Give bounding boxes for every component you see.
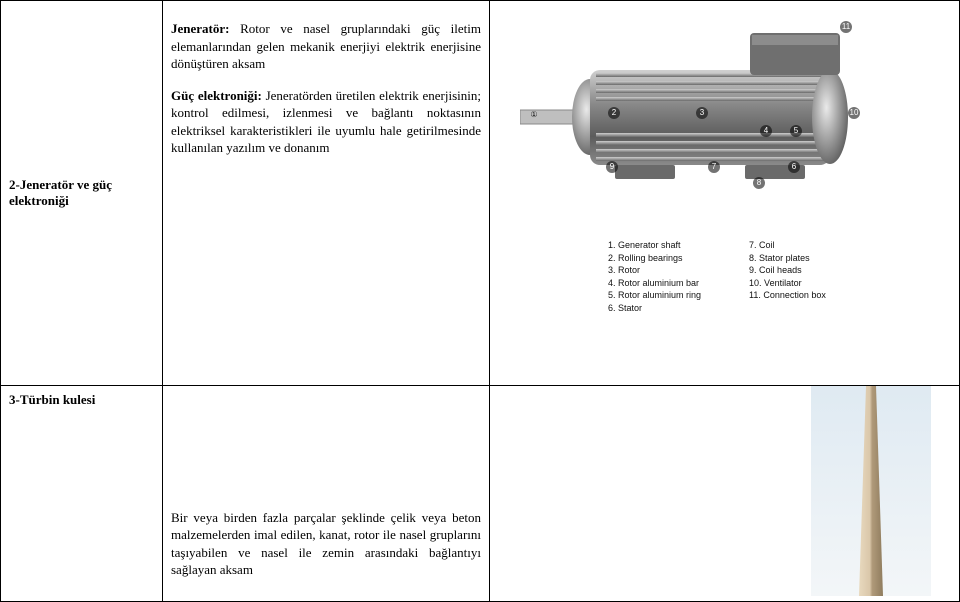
legend-item: 1. Generator shaft [608,239,701,252]
tower-figure [498,392,951,595]
legend-item: 7. Coil [749,239,826,252]
row1-para1: Jeneratör: Rotor ve nasel gruplarındaki … [171,20,481,73]
callout-9: 9 [606,161,618,173]
row1-heading: 2-Jeneratör ve güç elektroniği [9,177,154,209]
legend-col-right: 7. Coil 8. Stator plates 9. Coil heads 1… [749,239,826,315]
legend-item: 2. Rolling bearings [608,252,701,265]
callout-2: 2 [608,107,620,119]
legend-item: 8. Stator plates [749,252,826,265]
row2-description-cell: Bir veya birden fazla parçalar şeklinde … [163,386,490,602]
legend-item: 4. Rotor aluminium bar [608,277,701,290]
row2-image-cell [490,386,960,602]
row1-heading-cell: 2-Jeneratör ve güç elektroniği [9,7,154,379]
legend-item: 10. Ventilator [749,277,826,290]
legend-item: 11. Connection box [749,289,826,302]
callout-6: 6 [788,161,800,173]
callout-7: 7 [708,161,720,173]
legend-col-left: 1. Generator shaft 2. Rolling bearings 3… [608,239,701,315]
legend-item: 3. Rotor [608,264,701,277]
callout-8: 8 [753,177,765,189]
callout-1: ① [528,109,540,121]
legend-item: 6. Stator [608,302,701,315]
callout-11: 11 [840,21,852,33]
callout-3: 3 [696,107,708,119]
row2-heading-cell: 3-Türbin kulesi [1,386,163,602]
motor-legend: 1. Generator shaft 2. Rolling bearings 3… [608,239,826,315]
motor-figure: 11 ① 2 3 10 4 5 9 7 6 8 1. Generator sha… [498,7,951,379]
callout-10: 10 [848,107,860,119]
row2-heading: 3-Türbin kulesi [9,392,95,407]
tower-illustration [811,386,931,596]
legend-item: 5. Rotor aluminium ring [608,289,701,302]
row1-image-cell: 11 ① 2 3 10 4 5 9 7 6 8 1. Generator sha… [490,1,960,386]
row1-description-cell: Jeneratör: Rotor ve nasel gruplarındaki … [163,1,490,386]
callout-4: 4 [760,125,772,137]
row1-para2: Güç elektroniği: Jeneratörden üretilen e… [171,87,481,157]
legend-item: 9. Coil heads [749,264,826,277]
row1-para1-bold: Jeneratör: [171,21,229,36]
row1-para2-bold: Güç elektroniği: [171,88,262,103]
callout-5: 5 [790,125,802,137]
row2-para: Bir veya birden fazla parçalar şeklinde … [171,509,481,579]
